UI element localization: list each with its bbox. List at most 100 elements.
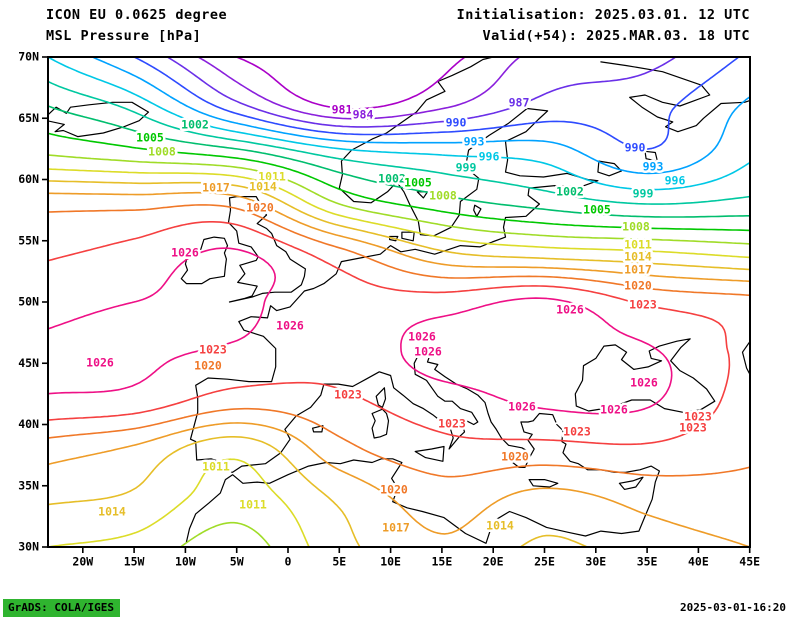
lon-tick-label: 35E [637,555,658,569]
contour-label-1011: 1011 [239,498,267,512]
contour-label-1023: 1023 [563,425,591,439]
contour-labels: 981 9849879909909939939969969999991002100… [84,93,715,537]
contour-label-1008: 1008 [429,189,457,203]
model-name: ICON EU 0.0625 degree [46,7,228,23]
contour-label-981: 981 [332,103,353,117]
isobar-987 [166,57,677,128]
isobar-1017 [48,191,750,547]
run-info-block: Initialisation: 2025.03.01. 12 UTC Valid… [457,5,750,47]
lon-tick-label: 25E [534,555,555,569]
contour-label-987: 987 [509,96,530,110]
lon-tick-label: 10W [175,555,196,569]
contour-label-1026: 1026 [630,376,658,390]
contour-label-996: 996 [479,150,500,164]
lat-tick-label: 45N [18,356,39,370]
lon-tick-label: 30E [585,555,606,569]
lon-tick-label: 20W [72,555,93,569]
contour-label-1020: 1020 [194,359,222,373]
map-frame [42,56,751,553]
lat-tick-label: 40N [18,417,39,431]
lon-tick-label: 10E [380,555,401,569]
lat-tick-label: 50N [18,295,39,309]
lat-tick-label: 70N [18,50,39,64]
lon-tick-label: 20E [483,555,504,569]
contour-label-990: 990 [625,141,646,155]
lon-tick-label: 5E [332,555,346,569]
contour-label-1026: 1026 [408,330,436,344]
contour-label-1020: 1020 [380,483,408,497]
lat-tick-label: 35N [18,478,39,492]
contour-label-1017: 1017 [382,521,410,535]
contour-label-1005: 1005 [404,176,432,190]
lon-tick-label: 15E [432,555,453,569]
contour-label-993: 993 [643,160,664,174]
contour-label-1020: 1020 [624,279,652,293]
contour-label-1017: 1017 [202,181,230,195]
contour-label-1002: 1002 [378,172,406,186]
contour-label-1008: 1008 [622,220,650,234]
contour-label-996: 996 [665,174,686,188]
contour-label-1023: 1023 [199,343,227,357]
lon-tick-label: 0 [285,555,292,569]
contour-label-1023: 1023 [334,388,362,402]
initialisation-time: Initialisation: 2025.03.01. 12 UTC [456,7,750,23]
contour-label-1020: 1020 [246,201,274,215]
creation-timestamp: 2025-03-01-16:20 [680,601,786,614]
lon-tick-label: 5W [230,555,244,569]
isobar-999 [48,80,750,205]
contour-label-1014: 1014 [624,250,652,264]
grads-logo-badge: GrADS: COLA/IGES [3,599,120,617]
field-name: MSL Pressure [hPa] [46,28,202,44]
contour-label-1008: 1008 [148,145,176,159]
lat-tick-label: 65N [18,111,39,125]
contour-label-999: 999 [456,161,477,175]
contour-label-1020: 1020 [501,450,529,464]
isobar-1014 [48,180,750,547]
contour-label-1017: 1017 [624,263,652,277]
contour-label-1005: 1005 [583,203,611,217]
contour-label-1014: 1014 [98,505,126,519]
contour-label-1011: 1011 [202,460,230,474]
header: ICON EU 0.0625 degree MSL Pressure [hPa]… [0,5,800,53]
contour-label-1026: 1026 [600,403,628,417]
lon-tick-label: 45E [739,555,760,569]
isobar-1005 [48,132,750,232]
contour-label-1023: 1023 [679,421,707,435]
contour-label-1002: 1002 [181,118,209,132]
isobar-993 [91,57,750,175]
contour-label-1026: 1026 [508,400,536,414]
valid-time: Valid(+54): 2025.MAR.03. 18 UTC [482,28,750,44]
contour-label-1023: 1023 [629,298,657,312]
lon-tick-label: 40E [688,555,709,569]
isobar-990 [133,57,740,150]
contour-label-1026: 1026 [556,303,584,317]
contour-label-1011: 1011 [624,238,652,252]
contour-label-1002: 1002 [556,185,584,199]
isobar-1023 [48,221,731,446]
contour-label-1026: 1026 [276,319,304,333]
lat-tick-label: 55N [18,233,39,247]
lat-tick-label: 60N [18,172,39,186]
lat-tick-label: 30N [18,540,39,554]
isobar-1020 [48,204,750,478]
isobar-1002 [48,105,750,218]
contour-label-999: 999 [633,187,654,201]
axis-tick-labels: 20W 15W 10W 5W 0 5E 10E 15E 20E 25E 30E 35E 40E 45E 70… [18,50,760,569]
contour-label-1026: 1026 [86,356,114,370]
contour-label-1014: 1014 [249,180,277,194]
contour-label-1026: 1026 [414,345,442,359]
contour-label-993: 993 [464,135,485,149]
contour-label-1023: 1023 [684,410,712,424]
contour-label-984: 984 [353,108,374,122]
contour-label-1011: 1011 [258,170,286,184]
isobar-1008 [48,154,750,547]
contour-label-1026: 1026 [171,246,199,260]
contour-label-1023: 1023 [438,417,466,431]
contour-label-1005: 1005 [136,131,164,145]
contour-label-990: 990 [446,116,467,130]
lon-tick-label: 15W [124,555,145,569]
isobar-1011 [48,168,750,547]
model-title-block: ICON EU 0.0625 degree MSL Pressure [hPa] [46,5,227,47]
